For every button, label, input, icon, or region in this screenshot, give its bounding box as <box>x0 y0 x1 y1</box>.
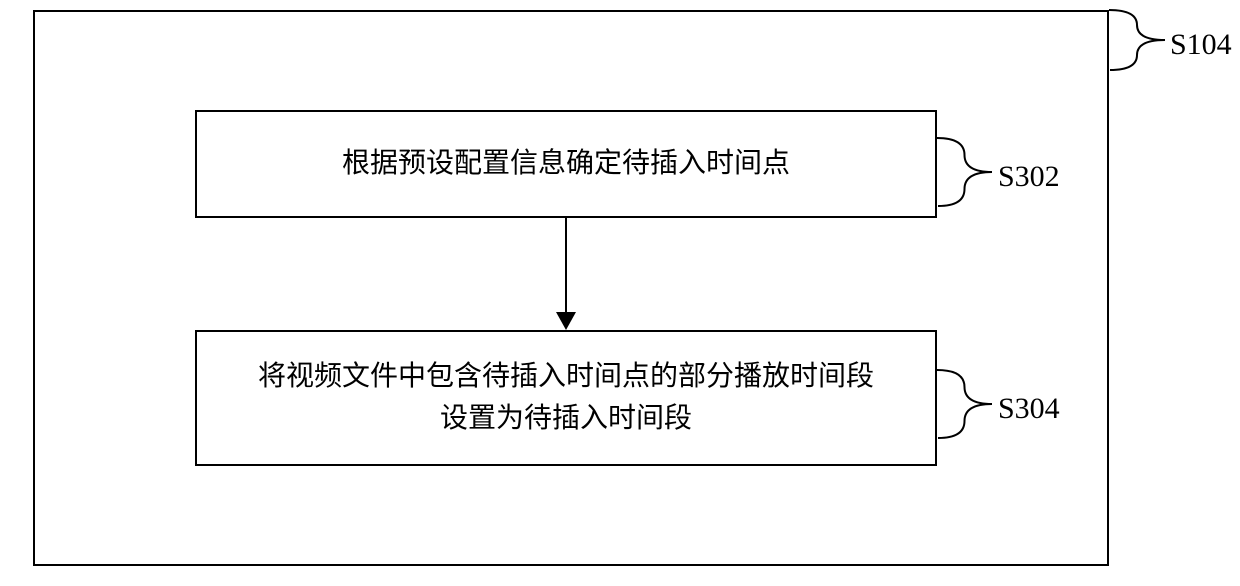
outer-label-text: S104 <box>1170 28 1232 61</box>
brace-connector <box>1109 10 1165 70</box>
node-label-text: S304 <box>998 392 1060 425</box>
diagram-canvas: S104 根据预设配置信息确定待插入时间点将视频文件中包含待插入时间点的部分播放… <box>0 0 1240 586</box>
node-label-s302: S302 <box>998 160 1060 194</box>
outer-container <box>33 10 1109 566</box>
outer-label: S104 <box>1170 28 1232 62</box>
flow-node-text: 根据预设配置信息确定待插入时间点 <box>342 143 790 185</box>
flow-node-s304: 将视频文件中包含待插入时间点的部分播放时间段 设置为待插入时间段 <box>195 330 937 466</box>
flow-node-s302: 根据预设配置信息确定待插入时间点 <box>195 110 937 218</box>
node-label-s304: S304 <box>998 392 1060 426</box>
flow-node-text: 将视频文件中包含待插入时间点的部分播放时间段 设置为待插入时间段 <box>258 356 874 440</box>
node-label-text: S302 <box>998 160 1060 193</box>
